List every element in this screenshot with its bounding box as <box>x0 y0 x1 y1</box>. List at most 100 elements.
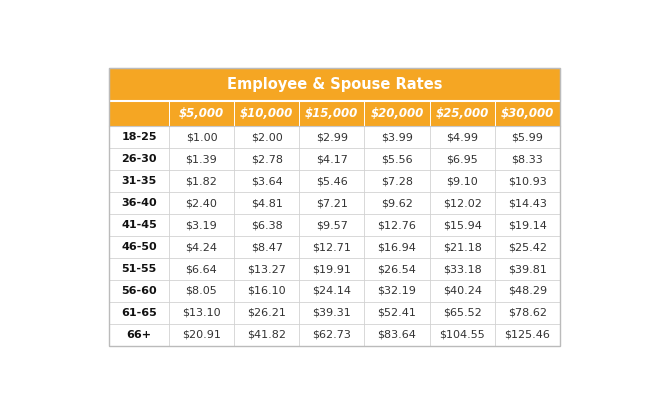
Bar <box>430 214 495 236</box>
Text: $78.62: $78.62 <box>508 308 547 318</box>
Bar <box>110 192 169 214</box>
Bar <box>110 324 169 346</box>
Bar <box>364 236 430 258</box>
Text: $10,000: $10,000 <box>240 107 293 120</box>
Text: $9.62: $9.62 <box>381 198 413 208</box>
Bar <box>430 192 495 214</box>
Bar <box>234 192 299 214</box>
Bar <box>495 236 560 258</box>
Bar <box>169 258 234 280</box>
Text: $1.82: $1.82 <box>185 176 217 186</box>
Text: $26.21: $26.21 <box>247 308 286 318</box>
Text: 56-60: 56-60 <box>121 286 157 296</box>
Text: $41.82: $41.82 <box>247 330 286 340</box>
Text: $25.42: $25.42 <box>508 242 547 252</box>
Bar <box>299 149 364 171</box>
Bar <box>299 280 364 302</box>
Bar <box>110 214 169 236</box>
Text: $7.21: $7.21 <box>316 198 348 208</box>
Text: $13.27: $13.27 <box>247 264 286 274</box>
Text: $2.40: $2.40 <box>185 198 217 208</box>
Text: $4.17: $4.17 <box>316 154 348 164</box>
Bar <box>495 171 560 192</box>
Text: $5.46: $5.46 <box>316 176 347 186</box>
Text: 31-35: 31-35 <box>121 176 157 186</box>
Bar <box>430 302 495 324</box>
Bar <box>169 302 234 324</box>
Text: 61-65: 61-65 <box>121 308 157 318</box>
Text: $104.55: $104.55 <box>439 330 485 340</box>
Bar <box>495 324 560 346</box>
Text: $39.31: $39.31 <box>312 308 351 318</box>
Text: $9.57: $9.57 <box>316 220 348 230</box>
Text: $19.14: $19.14 <box>508 220 547 230</box>
Text: $5.99: $5.99 <box>511 133 543 142</box>
Bar <box>234 214 299 236</box>
Bar <box>495 192 560 214</box>
Text: $39.81: $39.81 <box>508 264 547 274</box>
Text: $4.99: $4.99 <box>446 133 478 142</box>
Bar <box>234 302 299 324</box>
Text: $15.94: $15.94 <box>443 220 481 230</box>
Text: $20,000: $20,000 <box>370 107 424 120</box>
Bar <box>364 214 430 236</box>
Bar <box>364 126 430 149</box>
Text: $62.73: $62.73 <box>312 330 351 340</box>
Bar <box>110 302 169 324</box>
Text: $8.05: $8.05 <box>185 286 217 296</box>
Bar <box>430 258 495 280</box>
Bar <box>364 280 430 302</box>
Bar <box>364 258 430 280</box>
Text: $19.91: $19.91 <box>312 264 351 274</box>
Text: $10.93: $10.93 <box>508 176 547 186</box>
Text: $5,000: $5,000 <box>179 107 224 120</box>
Text: 66+: 66+ <box>127 330 151 340</box>
Text: $8.47: $8.47 <box>251 242 283 252</box>
Bar <box>234 258 299 280</box>
Bar <box>495 302 560 324</box>
Bar <box>234 171 299 192</box>
Text: $6.38: $6.38 <box>251 220 283 230</box>
Bar <box>110 258 169 280</box>
Text: $24.14: $24.14 <box>312 286 351 296</box>
Text: $12.71: $12.71 <box>312 242 351 252</box>
Text: $2.00: $2.00 <box>251 133 283 142</box>
Bar <box>299 126 364 149</box>
Bar <box>299 171 364 192</box>
Bar <box>495 126 560 149</box>
Bar <box>169 192 234 214</box>
Text: $48.29: $48.29 <box>508 286 547 296</box>
Bar <box>169 236 234 258</box>
Text: $2.99: $2.99 <box>316 133 348 142</box>
Text: $6.64: $6.64 <box>185 264 217 274</box>
Bar <box>299 236 364 258</box>
Text: $15,000: $15,000 <box>305 107 358 120</box>
Text: $52.41: $52.41 <box>377 308 417 318</box>
Bar <box>110 126 169 149</box>
Bar <box>299 258 364 280</box>
Bar <box>299 302 364 324</box>
Bar <box>234 236 299 258</box>
Text: $13.10: $13.10 <box>182 308 221 318</box>
Text: $3.64: $3.64 <box>251 176 283 186</box>
Text: 26-30: 26-30 <box>121 154 157 164</box>
Bar <box>430 324 495 346</box>
Text: $4.24: $4.24 <box>185 242 217 252</box>
Bar <box>299 192 364 214</box>
Bar <box>430 171 495 192</box>
Text: 41-45: 41-45 <box>121 220 157 230</box>
Text: 18-25: 18-25 <box>121 133 157 142</box>
Bar <box>495 149 560 171</box>
Text: $83.64: $83.64 <box>377 330 417 340</box>
Bar <box>430 149 495 171</box>
Text: $14.43: $14.43 <box>508 198 547 208</box>
Bar <box>234 324 299 346</box>
Bar <box>430 280 495 302</box>
Text: $32.19: $32.19 <box>377 286 417 296</box>
Text: 36-40: 36-40 <box>121 198 157 208</box>
Text: $1.39: $1.39 <box>185 154 217 164</box>
Text: $6.95: $6.95 <box>446 154 478 164</box>
Text: $5.56: $5.56 <box>381 154 413 164</box>
Bar <box>364 149 430 171</box>
Bar <box>234 280 299 302</box>
